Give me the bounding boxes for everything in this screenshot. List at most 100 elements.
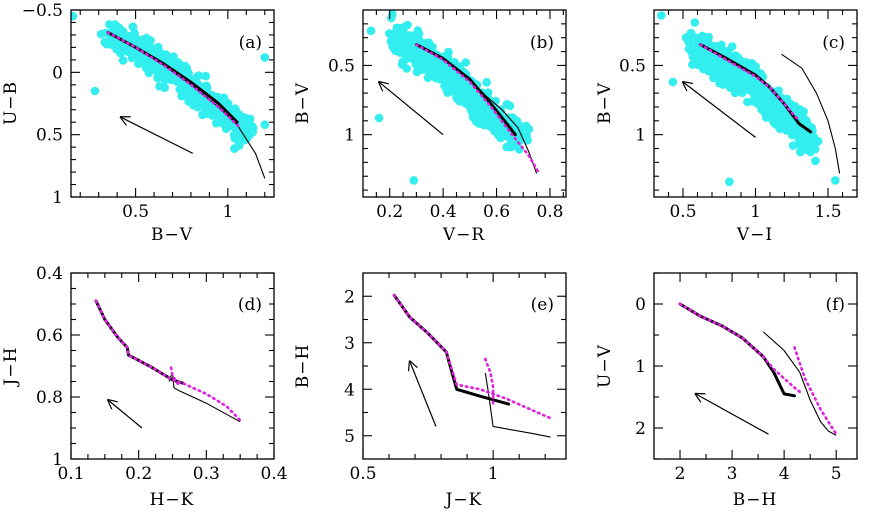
data-point: [716, 42, 726, 52]
data-point: [118, 56, 128, 65]
model-dotted-line: [106, 31, 243, 130]
panel-d-data: [94, 299, 242, 429]
panel-a-tag: (a): [239, 33, 262, 53]
x-tick-label: 0.1: [57, 464, 84, 484]
data-point: [201, 71, 211, 81]
y-tick-label: 4: [344, 380, 355, 400]
data-point: [105, 20, 114, 29]
model-dotted-line-secondary: [793, 346, 838, 436]
data-point: [502, 100, 512, 109]
panel-d-axes: 0.1 0.2 0.3 0.4 0.4 0.6 0.8 1: [36, 264, 288, 484]
model-dotted-line: [392, 293, 552, 420]
data-point: [442, 84, 451, 94]
data-point: [811, 156, 820, 166]
model-thin-line: [484, 372, 551, 438]
panel-f-ylabel: U−V: [595, 344, 615, 388]
data-point: [234, 137, 243, 146]
outlier-point: [725, 177, 734, 187]
panel-e: 0.5 1 2 3 4 5 (e) J−K B−H: [293, 272, 567, 510]
outlier-point: [260, 53, 270, 62]
model-thick-line: [414, 43, 517, 137]
data-point: [118, 27, 128, 36]
data-point: [183, 66, 192, 76]
data-point: [452, 76, 461, 86]
panel-b-data: [366, 10, 541, 185]
panel-e-ylabel: B−H: [293, 344, 313, 389]
data-point: [774, 102, 784, 112]
data-point: [760, 85, 770, 94]
panel-d-xlabel: H−K: [150, 490, 195, 510]
panel-b-xlabel: V−R: [442, 225, 486, 245]
panel-e-tag: (e): [531, 295, 554, 315]
panel-b: 0.2 0.4 0.6 0.8 0.5 1 (b) V−R B−V: [293, 9, 567, 245]
model-dotted-line-secondary: [483, 357, 495, 405]
x-tick-label: 1: [488, 464, 499, 484]
data-point: [116, 44, 125, 53]
y-tick-label: 3: [344, 334, 355, 354]
outlier-point: [657, 11, 666, 20]
panel-f-axes: 2 3 4 5 0 1 2: [635, 272, 857, 484]
data-point: [162, 73, 171, 83]
x-tick-label: 0.2: [376, 202, 403, 222]
panel-b-tag: (b): [530, 33, 554, 53]
model-thick-line: [678, 302, 796, 398]
x-tick-label: 0.3: [193, 464, 220, 484]
y-tick-label: 0: [52, 63, 63, 83]
data-point: [102, 39, 112, 49]
data-point: [478, 103, 488, 113]
data-point: [724, 69, 734, 78]
data-point: [401, 55, 410, 64]
model-dotted-line-secondary: [169, 366, 180, 386]
panel-e-xlabel: J−K: [444, 490, 483, 510]
reddening-arrow: [410, 361, 437, 427]
outlier-point: [260, 120, 270, 129]
model-dotted-line: [94, 299, 242, 422]
data-point: [798, 130, 808, 140]
panel-d: 0.1 0.2 0.3 0.4 0.4 0.6 0.8 1 (d) H−K J−H: [1, 264, 288, 510]
y-tick-label: 1: [52, 188, 63, 208]
data-point: [796, 147, 805, 157]
panel-b-ylabel: B−V: [293, 82, 313, 124]
y-tick-label: 5: [344, 427, 355, 447]
x-tick-label: 1: [750, 202, 761, 222]
model-thick-line: [392, 293, 511, 406]
x-tick-label: 1: [222, 202, 233, 222]
panel-b-frame: [362, 9, 567, 198]
y-tick-label: 2: [344, 287, 355, 307]
model-dotted-line: [415, 43, 541, 175]
y-tick-label: 1: [344, 126, 355, 146]
panel-a: 0.5 1 −0.5 0 0.5 1 (a) B−V U−B: [1, 1, 275, 245]
data-point: [738, 76, 748, 85]
model-dotted-line: [699, 43, 801, 123]
y-tick-label: 2: [635, 419, 646, 439]
data-point: [184, 90, 194, 100]
outlier-point: [90, 86, 100, 96]
x-tick-label: 2: [675, 464, 686, 484]
x-tick-label: 0.2: [125, 464, 152, 484]
data-point: [146, 43, 155, 53]
reddening-arrow: [379, 82, 444, 136]
panel-f-data: [678, 302, 838, 436]
y-tick-label: 0.5: [619, 56, 646, 76]
y-tick-label: 0: [635, 295, 646, 315]
data-point: [427, 62, 437, 72]
x-tick-label: 0.5: [669, 202, 696, 222]
y-tick-label: 0.4: [36, 264, 63, 284]
reddening-arrow: [683, 82, 756, 138]
model-thin-line: [168, 372, 241, 423]
data-point: [478, 114, 488, 124]
data-point: [730, 76, 739, 85]
data-point: [709, 58, 719, 67]
panel-b-axes: 0.2 0.4 0.6 0.8 0.5 1: [328, 10, 566, 222]
data-point: [482, 78, 491, 87]
panel-f-xlabel: B−H: [733, 490, 778, 510]
model-thick-line: [94, 299, 185, 385]
data-point: [796, 141, 805, 150]
y-tick-label: 0.8: [36, 388, 63, 408]
data-point: [681, 33, 691, 42]
data-point: [754, 98, 764, 107]
reddening-arrow: [121, 117, 194, 154]
x-tick-label: 5: [831, 464, 842, 484]
data-point: [418, 51, 427, 61]
